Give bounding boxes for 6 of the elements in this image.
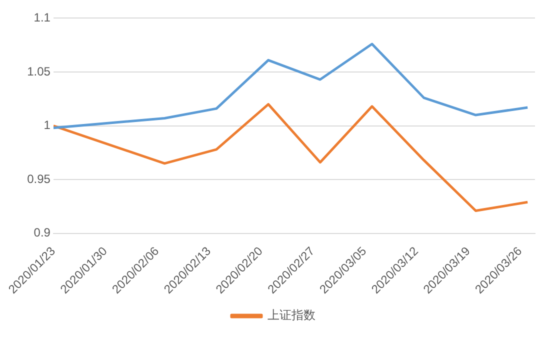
y-tick-label: 1 (44, 118, 51, 132)
y-tick-label: 0.9 (34, 226, 51, 240)
y-tick-label: 0.95 (27, 172, 51, 186)
y-tick-label: 1.05 (27, 64, 51, 78)
y-tick-label: 1.1 (34, 10, 51, 25)
legend-label: 上证指数 (268, 308, 316, 322)
